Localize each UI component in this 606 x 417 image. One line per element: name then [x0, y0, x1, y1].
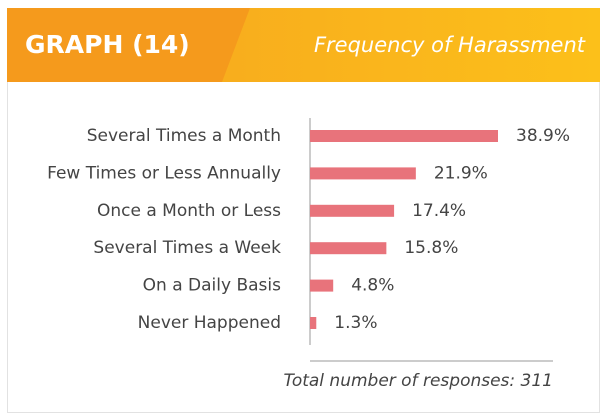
value-label: 1.3%: [334, 313, 377, 333]
value-label: 17.4%: [412, 201, 466, 221]
chart-title: Frequency of Harassment: [314, 33, 586, 57]
bar: [310, 242, 387, 255]
category-label: Several Times a Week: [93, 238, 281, 258]
bar: [310, 130, 498, 142]
header-tab: [7, 8, 250, 82]
value-label: 21.9%: [434, 163, 488, 183]
bar: [310, 167, 416, 180]
note: Total number of responses: 311: [284, 371, 553, 391]
category-label: On a Daily Basis: [143, 276, 281, 296]
bar: [310, 317, 317, 329]
value-label: 15.8%: [404, 238, 458, 258]
bar: [310, 279, 334, 292]
value-label: 4.8%: [351, 276, 394, 296]
category-label: Few Times or Less Annually: [47, 163, 281, 183]
category-label: Never Happened: [138, 313, 281, 333]
category-label: Several Times a Month: [87, 126, 281, 146]
bar: [310, 204, 395, 217]
header-label: GRAPH (14): [25, 30, 190, 59]
value-label: 38.9%: [516, 126, 570, 146]
category-label: Once a Month or Less: [97, 201, 281, 221]
